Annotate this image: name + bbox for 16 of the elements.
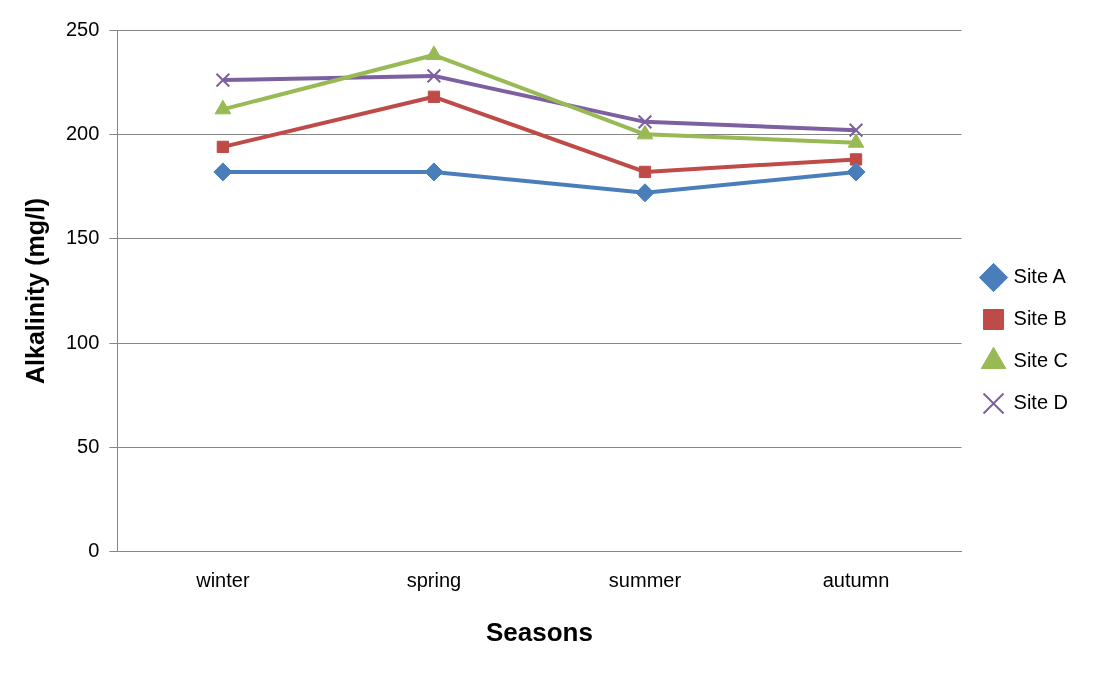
y-tick-label: 250 bbox=[65, 17, 100, 40]
x-tick-label: spring bbox=[406, 569, 462, 592]
x-axis-title: Seasons bbox=[485, 616, 593, 647]
x-tick-label: winter bbox=[195, 569, 250, 592]
y-tick-label: 200 bbox=[65, 121, 100, 144]
legend-label: Site C bbox=[1013, 349, 1069, 372]
y-tick-label: 150 bbox=[65, 226, 100, 249]
y-tick-label: 0 bbox=[88, 539, 100, 562]
y-axis-title: Alkalinity (mg/l) bbox=[20, 197, 49, 384]
x-tick-label: autumn bbox=[822, 569, 890, 592]
x-tick-label: summer bbox=[608, 569, 682, 592]
y-tick-label: 50 bbox=[77, 434, 100, 457]
legend-label: Site B bbox=[1013, 307, 1067, 330]
y-tick-label: 100 bbox=[65, 330, 100, 353]
legend-label: Site D bbox=[1013, 391, 1069, 414]
legend-label: Site A bbox=[1013, 265, 1067, 288]
